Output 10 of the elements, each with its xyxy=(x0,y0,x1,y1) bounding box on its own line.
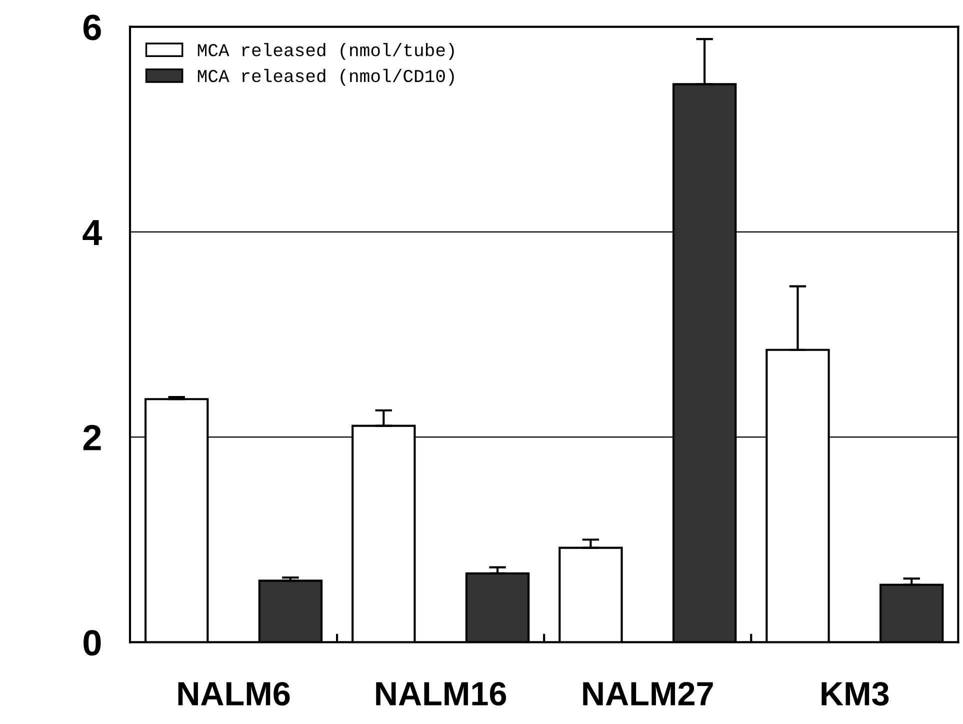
x-tick-label: NALM16 xyxy=(376,682,506,706)
legend-label: MCA released (nmol/tube) xyxy=(198,43,454,60)
y-tick-label: 4 xyxy=(82,220,102,246)
y-tick-label: 2 xyxy=(83,424,101,450)
x-tick-label: NALM6 xyxy=(178,682,290,706)
x-tick-label: NALM27 xyxy=(583,682,713,706)
y-tick-label: 6 xyxy=(83,14,101,40)
y-tick-label: 0 xyxy=(84,630,101,656)
legend-label: MCA released (nmol/CD10) xyxy=(198,68,454,86)
x-tick-label: KM3 xyxy=(822,682,889,706)
